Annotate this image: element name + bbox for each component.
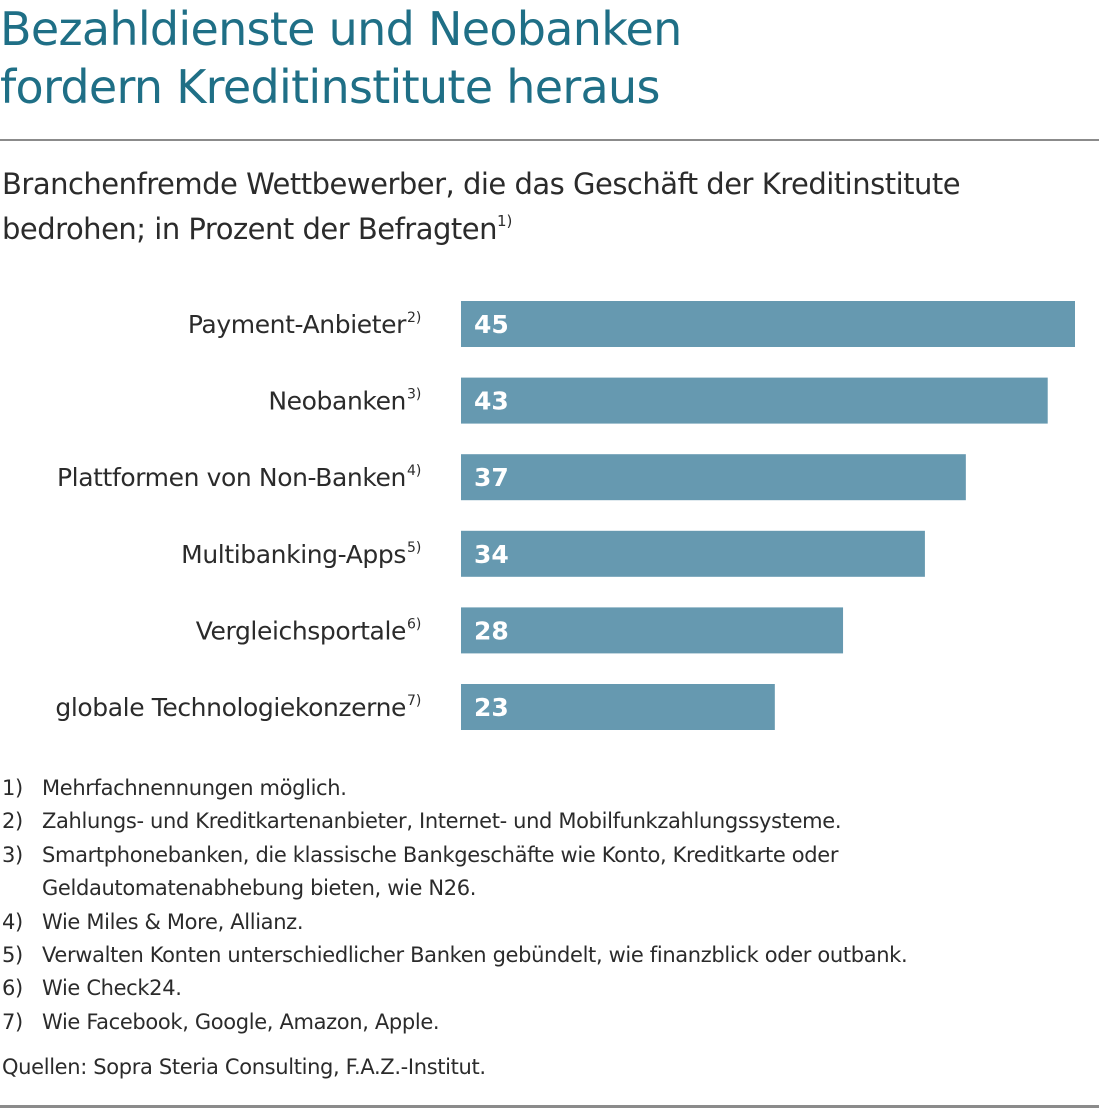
bar-value-label: 43 <box>474 387 509 416</box>
footnote-text-line: Wie Facebook, Google, Amazon, Apple. <box>42 1009 440 1034</box>
footnote-item: 1) Mehrfachnennungen möglich. <box>2 772 1092 805</box>
bar-value-label: 28 <box>474 616 509 645</box>
bar-value-label: 23 <box>474 693 509 722</box>
footnote-item: 6) Wie Check24. <box>2 972 1092 1005</box>
category-label: Vergleichsportale <box>196 616 406 645</box>
bar-5 <box>461 607 844 654</box>
category-footnote-marker: 4) <box>407 463 421 479</box>
bar-4 <box>461 530 925 577</box>
category-footnote-marker: 3) <box>407 387 421 403</box>
chart-title-line-2: fordern Kreditinstitute heraus <box>0 60 660 114</box>
footnote-text-line: Verwalten Konten unterschiedlicher Banke… <box>42 943 908 968</box>
footnote-text: Verwalten Konten unterschiedlicher Banke… <box>42 939 908 972</box>
footnote-text-line: Wie Check24. <box>42 976 182 1001</box>
footnote-text-line: Geldautomatenabhebung bieten, wie N26. <box>42 876 477 901</box>
footnote-text-line: Wie Miles & More, Allianz. <box>42 909 304 934</box>
footnotes: 1) Mehrfachnennungen möglich. 2) Zahlungs- … <box>2 772 1092 1039</box>
category-label: Payment-Anbieter <box>188 310 407 339</box>
bar-1 <box>461 301 1075 347</box>
category-label: Multibanking-Apps <box>181 540 406 569</box>
top-divider <box>0 139 1099 141</box>
footnote-number: 5) <box>2 943 23 968</box>
footnote-item: 2) Zahlungs- und Kreditkartenanbieter, In… <box>2 805 1092 838</box>
bar-chart: 45 Payment-Anbieter 2) 43 Neobanken 3) 37 Platt… <box>55 301 1075 730</box>
footnote-text-line: Smartphonebanken, die klassische Bankges… <box>42 842 839 867</box>
footnote-text: Mehrfachnennungen möglich. <box>42 772 347 805</box>
bottom-divider <box>0 1105 1099 1108</box>
footnote-text-line: Mehrfachnennungen möglich. <box>42 776 347 800</box>
chart-subtitle-footnote-marker: 1) <box>497 212 513 230</box>
footnote-text: Smartphonebanken, die klassische Bankges… <box>42 839 838 906</box>
bar-3 <box>461 454 966 501</box>
bar-2 <box>461 377 1048 424</box>
footnote-item: 5) Verwalten Konten unterschiedlicher Ban… <box>2 939 1092 972</box>
category-label: globale Technologiekonzerne <box>55 693 406 722</box>
category-footnote-marker: 6) <box>407 616 421 632</box>
bar-value-label: 34 <box>474 540 509 569</box>
footnote-item: 3) Smartphonebanken, die klassische Bankg… <box>2 839 1092 906</box>
bar-value-label: 37 <box>474 463 509 492</box>
bar-value-label: 45 <box>474 310 509 339</box>
chart-subtitle: Branchenfremde Wettbewerber, die das Ges… <box>2 162 1092 252</box>
footnote-item: 7) Wie Facebook, Google, Amazon, Apple. <box>2 1006 1092 1039</box>
chart-title: Bezahldienste und Neobanken fordern Kred… <box>0 0 1090 116</box>
footnote-text: Wie Facebook, Google, Amazon, Apple. <box>42 1006 440 1039</box>
chart-subtitle-line-1: Branchenfremde Wettbewerber, die das Ges… <box>2 167 961 201</box>
footnote-text: Wie Check24. <box>42 972 182 1005</box>
footnote-number: 4) <box>2 909 23 934</box>
chart-subtitle-line-2: bedrohen; in Prozent der Befragten1) <box>2 207 1092 252</box>
footnote-text: Wie Miles & More, Allianz. <box>42 906 304 939</box>
footnote-number: 2) <box>2 809 23 834</box>
footnote-text: Zahlungs- und Kreditkartenanbieter, Inte… <box>42 805 842 838</box>
category-label: Neobanken <box>268 387 406 416</box>
chart-subtitle-line-2-text: bedrohen; in Prozent der Befragten <box>2 212 498 246</box>
category-label: Plattformen von Non-Banken <box>57 463 406 492</box>
footnote-number: 6) <box>2 976 23 1001</box>
footnote-text-line: Zahlungs- und Kreditkartenanbieter, Inte… <box>42 809 842 834</box>
footnote-item: 4) Wie Miles & More, Allianz. <box>2 906 1092 939</box>
category-footnote-marker: 7) <box>407 693 421 709</box>
footnote-number: 7) <box>2 1009 23 1034</box>
bar-6 <box>461 684 775 730</box>
category-footnote-marker: 2) <box>407 310 421 326</box>
source-note: Quellen: Sopra Steria Consulting, F.A.Z.… <box>2 1055 486 1079</box>
category-footnote-marker: 5) <box>407 540 421 556</box>
chart-title-line-1: Bezahldienste und Neobanken <box>0 2 682 56</box>
footnote-number: 1) <box>2 776 23 800</box>
footnote-number: 3) <box>2 842 23 867</box>
